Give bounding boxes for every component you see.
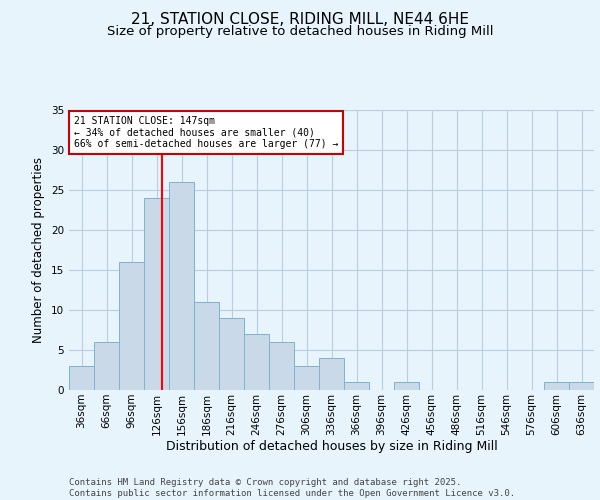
Bar xyxy=(144,198,169,390)
Text: 21, STATION CLOSE, RIDING MILL, NE44 6HE: 21, STATION CLOSE, RIDING MILL, NE44 6HE xyxy=(131,12,469,28)
Y-axis label: Number of detached properties: Number of detached properties xyxy=(32,157,46,343)
Bar xyxy=(219,318,244,390)
Bar xyxy=(69,366,94,390)
Bar xyxy=(344,382,369,390)
Bar xyxy=(94,342,119,390)
Bar xyxy=(244,334,269,390)
Text: 21 STATION CLOSE: 147sqm
← 34% of detached houses are smaller (40)
66% of semi-d: 21 STATION CLOSE: 147sqm ← 34% of detach… xyxy=(74,116,338,149)
Bar xyxy=(394,382,419,390)
Text: Contains HM Land Registry data © Crown copyright and database right 2025.
Contai: Contains HM Land Registry data © Crown c… xyxy=(69,478,515,498)
Bar xyxy=(119,262,144,390)
Bar xyxy=(319,358,344,390)
Bar xyxy=(269,342,294,390)
Bar xyxy=(544,382,569,390)
Bar xyxy=(294,366,319,390)
Bar xyxy=(569,382,594,390)
Text: Size of property relative to detached houses in Riding Mill: Size of property relative to detached ho… xyxy=(107,25,493,38)
Bar xyxy=(169,182,194,390)
X-axis label: Distribution of detached houses by size in Riding Mill: Distribution of detached houses by size … xyxy=(166,440,497,454)
Bar xyxy=(194,302,219,390)
